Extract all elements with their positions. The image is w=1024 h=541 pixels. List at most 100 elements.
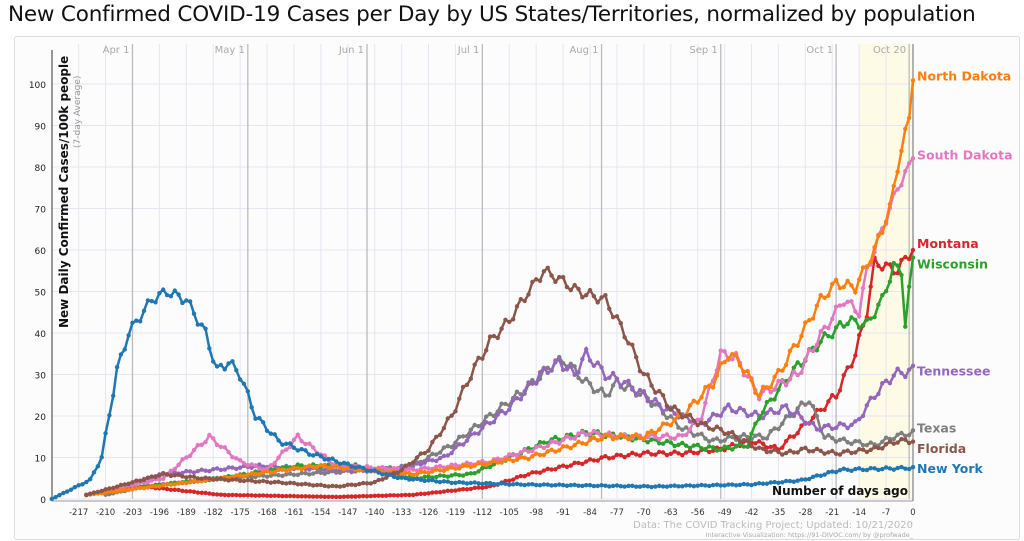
- data-point: [895, 465, 900, 471]
- x-tick-label: -35: [771, 508, 785, 518]
- data-point: [618, 452, 623, 458]
- data-point: [314, 464, 320, 470]
- data-point: [341, 494, 347, 499]
- data-point: [453, 472, 458, 477]
- data-point: [687, 427, 693, 432]
- data-point: [414, 455, 420, 460]
- data-point: [660, 441, 666, 446]
- data-point: [860, 443, 866, 448]
- data-point: [237, 473, 243, 478]
- data-point: [872, 245, 877, 250]
- data-point: [145, 298, 151, 303]
- data-point: [368, 468, 374, 474]
- data-point: [410, 492, 416, 498]
- data-point: [560, 437, 566, 443]
- data-point: [426, 457, 431, 463]
- x-tick-label: -182: [204, 508, 223, 518]
- data-point: [430, 490, 435, 495]
- data-point: [607, 484, 612, 489]
- data-point: [264, 479, 270, 484]
- data-point: [137, 485, 143, 491]
- data-point: [249, 471, 254, 476]
- data-point: [430, 469, 435, 474]
- data-point: [572, 436, 577, 441]
- data-point: [87, 491, 93, 496]
- data-point: [149, 474, 154, 479]
- data-point: [557, 437, 562, 442]
- series-label: South Dakota: [917, 148, 1013, 163]
- data-point: [903, 168, 908, 174]
- data-point: [184, 298, 189, 303]
- data-point: [568, 463, 573, 468]
- data-point: [845, 448, 850, 453]
- data-point: [541, 365, 547, 371]
- x-tick-label: -112: [473, 508, 492, 518]
- data-point: [837, 437, 843, 442]
- series-label: Texas: [917, 421, 956, 436]
- x-tick-label: -189: [177, 508, 196, 518]
- data-point: [733, 353, 739, 358]
- data-point: [164, 292, 170, 298]
- series-label: North Dakota: [917, 69, 1011, 84]
- data-point: [591, 435, 597, 441]
- data-point: [491, 462, 497, 467]
- data-point: [453, 462, 458, 468]
- data-point: [541, 452, 547, 458]
- data-point: [122, 482, 127, 487]
- data-point: [510, 397, 516, 403]
- data-point: [130, 320, 135, 326]
- data-point: [576, 375, 581, 381]
- data-point: [841, 449, 846, 454]
- data-point: [845, 425, 850, 431]
- data-point: [764, 436, 770, 441]
- x-tick-label: -203: [123, 508, 142, 518]
- data-point: [537, 278, 543, 283]
- data-point: [499, 460, 504, 465]
- data-point: [237, 493, 243, 498]
- data-point: [880, 446, 885, 451]
- data-point: [880, 466, 885, 472]
- data-point: [345, 461, 350, 466]
- data-point: [764, 481, 770, 486]
- data-point: [764, 449, 770, 455]
- data-point: [595, 430, 600, 436]
- data-point: [753, 433, 758, 438]
- data-point: [295, 494, 300, 499]
- data-point: [395, 466, 400, 471]
- data-point: [184, 489, 189, 494]
- data-point: [910, 428, 916, 433]
- data-point: [637, 484, 643, 489]
- data-point: [891, 260, 896, 266]
- data-point: [203, 490, 208, 496]
- data-point: [649, 383, 654, 388]
- data-point: [557, 357, 562, 363]
- data-point: [903, 374, 908, 380]
- data-point: [464, 471, 470, 477]
- series-label: New York: [917, 461, 983, 476]
- data-point: [657, 402, 662, 407]
- data-point: [603, 453, 608, 459]
- data-point: [810, 403, 816, 409]
- data-point: [460, 480, 466, 485]
- data-point: [649, 437, 654, 442]
- data-point: [895, 440, 900, 445]
- data-point: [407, 466, 412, 471]
- data-point: [476, 461, 481, 466]
- data-point: [737, 438, 743, 444]
- data-point: [226, 478, 231, 483]
- x-tick-label: -77: [610, 508, 624, 518]
- data-point: [484, 414, 489, 419]
- data-point: [284, 493, 289, 499]
- data-point: [537, 443, 543, 449]
- data-point: [557, 274, 562, 280]
- data-point: [814, 427, 820, 432]
- data-point: [622, 454, 627, 460]
- data-point: [253, 493, 258, 498]
- data-point: [299, 482, 304, 487]
- data-point: [230, 465, 235, 470]
- data-point: [887, 279, 893, 284]
- data-point: [260, 493, 266, 498]
- data-point: [553, 467, 558, 472]
- data-point: [472, 480, 477, 485]
- data-point: [457, 442, 462, 447]
